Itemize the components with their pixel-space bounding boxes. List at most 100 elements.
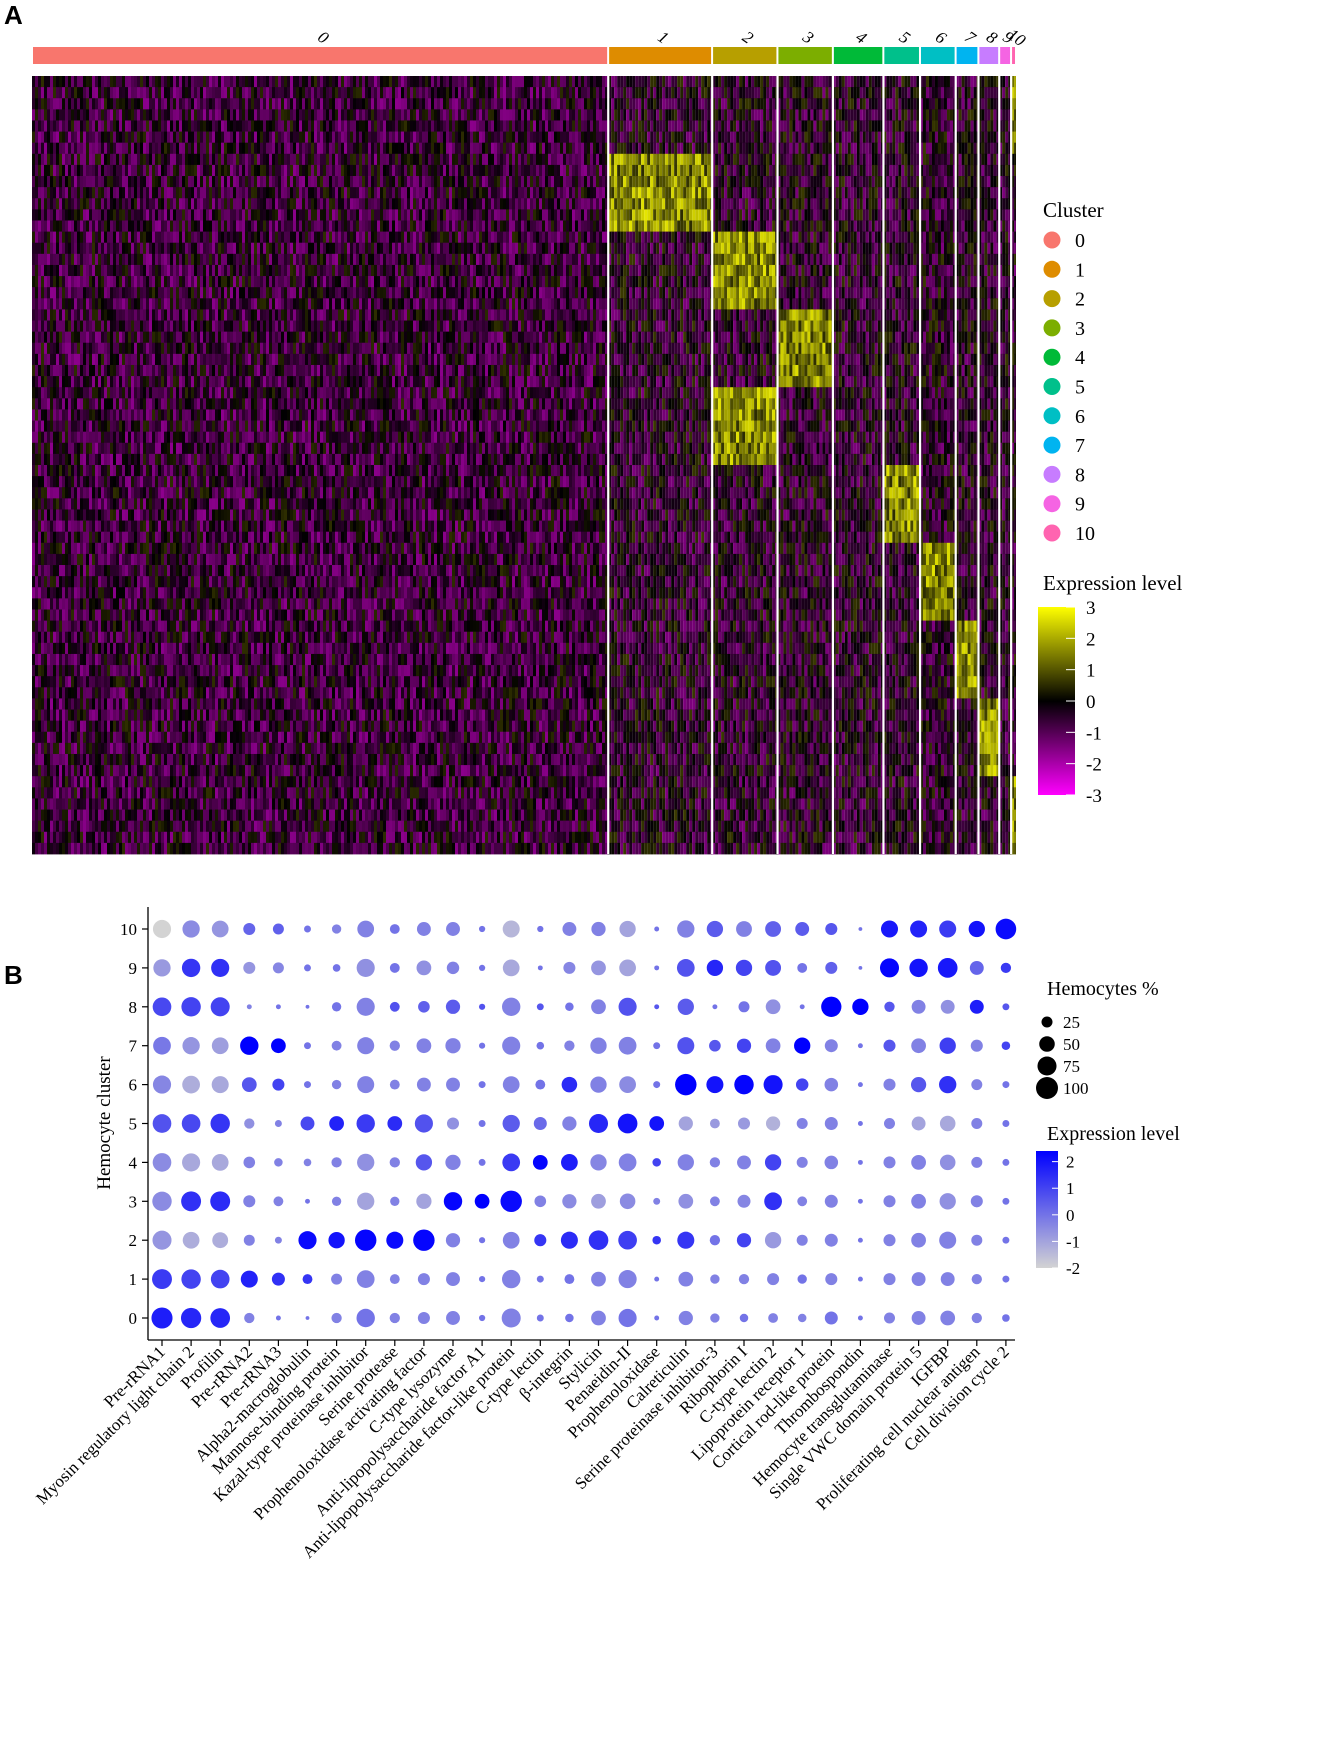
cluster-label-3: 3 bbox=[799, 27, 818, 48]
dot-cluster-8-gene-19 bbox=[712, 1004, 718, 1010]
cluster-bar-6 bbox=[920, 47, 955, 64]
dot-cluster-3-gene-15 bbox=[591, 1193, 606, 1209]
dot-cluster-8-gene-6 bbox=[331, 1002, 342, 1012]
dot-cluster-10-gene-22 bbox=[795, 922, 810, 936]
dot-cluster-4-gene-4 bbox=[274, 1158, 283, 1167]
dot-cluster-3-gene-1 bbox=[181, 1191, 202, 1212]
dot-cluster-2-gene-26 bbox=[911, 1232, 926, 1248]
dot-cluster-6-gene-29 bbox=[1002, 1081, 1010, 1089]
dot-cluster-3-gene-18 bbox=[678, 1193, 694, 1209]
dot-cluster-6-gene-7 bbox=[357, 1076, 375, 1094]
dot-cluster-0-gene-17 bbox=[654, 1315, 660, 1321]
dot-cluster-0-gene-7 bbox=[356, 1308, 375, 1328]
dot-cluster-1-gene-13 bbox=[536, 1275, 544, 1283]
dot-cluster-8-gene-20 bbox=[738, 1001, 750, 1013]
cluster-legend-label-5: 5 bbox=[1075, 377, 1085, 399]
dotplot-ytick-label-7: 7 bbox=[129, 1037, 138, 1056]
dot-cluster-10-gene-17 bbox=[654, 926, 660, 932]
dot-cluster-10-gene-16 bbox=[619, 920, 636, 938]
dot-cluster-6-gene-27 bbox=[939, 1075, 957, 1094]
panel-b-letter: B bbox=[4, 960, 23, 991]
dot-cluster-4-gene-2 bbox=[211, 1154, 229, 1171]
dot-cluster-2-gene-22 bbox=[796, 1234, 808, 1246]
dot-cluster-5-gene-0 bbox=[152, 1114, 172, 1133]
dot-cluster-10-gene-9 bbox=[416, 922, 431, 936]
dot-cluster-7-gene-0 bbox=[153, 1036, 171, 1055]
dot-cluster-1-gene-19 bbox=[710, 1274, 720, 1284]
heatmap-colorbar-label-6: -3 bbox=[1086, 786, 1102, 807]
dot-cluster-9-gene-17 bbox=[654, 965, 660, 971]
dot-cluster-7-gene-1 bbox=[182, 1037, 200, 1055]
dot-cluster-9-gene-14 bbox=[563, 961, 576, 974]
dot-cluster-10-gene-3 bbox=[243, 922, 256, 936]
dot-cluster-3-gene-25 bbox=[883, 1195, 896, 1208]
dot-cluster-7-gene-20 bbox=[736, 1038, 752, 1053]
dot-cluster-6-gene-2 bbox=[211, 1076, 229, 1094]
dot-cluster-10-gene-20 bbox=[736, 921, 752, 937]
dot-cluster-9-gene-27 bbox=[937, 958, 958, 978]
dot-cluster-4-gene-0 bbox=[152, 1153, 172, 1172]
dotplot-ytick-label-2: 2 bbox=[129, 1231, 138, 1250]
dot-cluster-6-gene-3 bbox=[241, 1077, 257, 1092]
cluster-legend-dot-2 bbox=[1043, 290, 1061, 308]
dot-cluster-3-gene-0 bbox=[152, 1191, 172, 1212]
dot-cluster-0-gene-12 bbox=[501, 1308, 521, 1328]
dot-cluster-10-gene-19 bbox=[706, 920, 724, 938]
dot-cluster-0-gene-15 bbox=[591, 1310, 606, 1326]
dot-cluster-6-gene-5 bbox=[304, 1081, 311, 1089]
dot-cluster-9-gene-25 bbox=[879, 958, 900, 978]
dot-cluster-9-gene-16 bbox=[619, 959, 636, 977]
dot-cluster-9-gene-26 bbox=[909, 958, 928, 978]
dot-cluster-6-gene-6 bbox=[331, 1079, 342, 1090]
dot-cluster-6-gene-13 bbox=[535, 1079, 546, 1090]
dotplot-colorbar-label-3: -1 bbox=[1066, 1232, 1080, 1251]
dot-cluster-9-gene-3 bbox=[243, 961, 256, 974]
dot-cluster-3-gene-4 bbox=[273, 1196, 284, 1207]
dot-cluster-3-gene-19 bbox=[709, 1196, 720, 1207]
dot-cluster-8-gene-15 bbox=[591, 999, 606, 1015]
dot-cluster-5-gene-19 bbox=[709, 1118, 720, 1129]
dot-cluster-5-gene-12 bbox=[502, 1114, 520, 1133]
dot-cluster-10-gene-10 bbox=[446, 922, 460, 936]
dot-cluster-0-gene-29 bbox=[1002, 1314, 1010, 1322]
dot-cluster-3-gene-28 bbox=[970, 1195, 983, 1208]
cluster-legend-dot-3 bbox=[1043, 319, 1061, 337]
dot-cluster-0-gene-0 bbox=[151, 1307, 173, 1329]
heatmap-separator-2 bbox=[711, 76, 714, 854]
dot-cluster-5-gene-21 bbox=[765, 1116, 781, 1131]
dot-cluster-1-gene-27 bbox=[940, 1272, 955, 1287]
dot-cluster-7-gene-16 bbox=[618, 1036, 637, 1055]
dot-cluster-2-gene-16 bbox=[618, 1230, 637, 1250]
dot-cluster-4-gene-7 bbox=[357, 1153, 375, 1172]
dot-cluster-0-gene-10 bbox=[446, 1311, 460, 1325]
dot-cluster-8-gene-25 bbox=[884, 1001, 895, 1012]
dot-cluster-9-gene-1 bbox=[181, 958, 201, 978]
dot-cluster-5-gene-18 bbox=[678, 1116, 693, 1131]
dot-cluster-9-gene-22 bbox=[797, 962, 808, 973]
dot-cluster-7-gene-10 bbox=[445, 1038, 461, 1054]
dot-cluster-1-gene-3 bbox=[240, 1270, 258, 1288]
size-legend-label-2: 75 bbox=[1063, 1057, 1080, 1076]
dot-cluster-4-gene-19 bbox=[709, 1157, 721, 1168]
dot-cluster-5-gene-23 bbox=[824, 1116, 838, 1131]
dot-cluster-2-gene-13 bbox=[534, 1234, 547, 1247]
dot-cluster-1-gene-0 bbox=[152, 1269, 172, 1290]
dot-cluster-3-gene-23 bbox=[824, 1194, 838, 1208]
dot-cluster-6-gene-0 bbox=[152, 1075, 172, 1094]
dot-cluster-7-gene-28 bbox=[970, 1039, 983, 1052]
dot-cluster-9-gene-12 bbox=[502, 959, 520, 977]
dot-cluster-5-gene-6 bbox=[329, 1116, 344, 1131]
dot-cluster-1-gene-17 bbox=[654, 1276, 660, 1282]
dot-cluster-3-gene-5 bbox=[305, 1198, 310, 1204]
heatmap-colorbar-label-0: 3 bbox=[1086, 598, 1096, 619]
dot-cluster-2-gene-28 bbox=[971, 1234, 983, 1246]
dot-cluster-9-gene-10 bbox=[446, 961, 460, 975]
dot-cluster-5-gene-11 bbox=[478, 1120, 486, 1127]
dot-cluster-5-gene-20 bbox=[737, 1117, 751, 1130]
cluster-legend-label-8: 8 bbox=[1075, 464, 1085, 486]
cluster-legend-dot-1 bbox=[1043, 260, 1061, 278]
dot-cluster-10-gene-6 bbox=[331, 924, 342, 934]
dot-cluster-1-gene-2 bbox=[210, 1269, 230, 1289]
dot-cluster-8-gene-14 bbox=[565, 1002, 574, 1012]
cluster-bar-0 bbox=[33, 47, 608, 64]
